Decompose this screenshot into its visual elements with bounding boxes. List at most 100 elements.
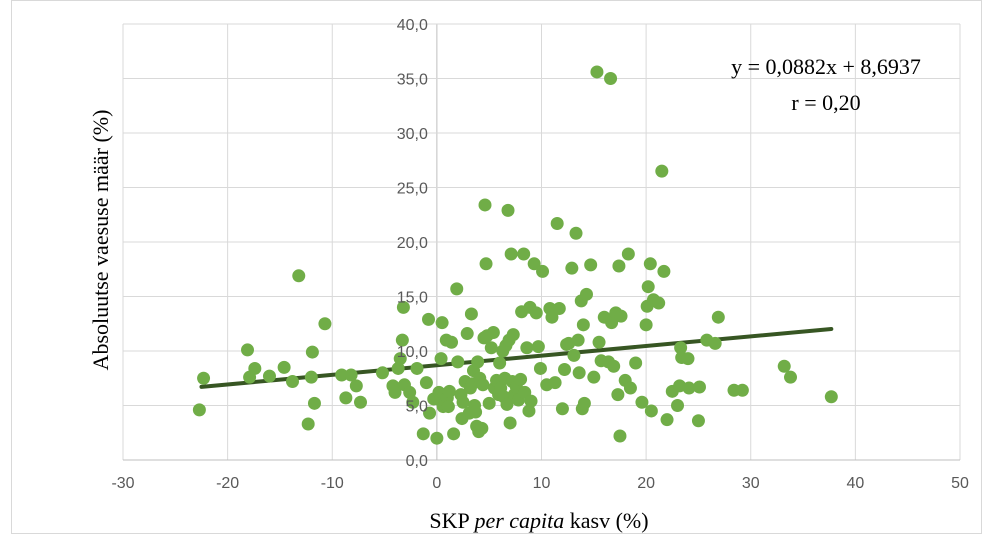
data-point xyxy=(569,226,583,240)
data-point xyxy=(192,403,206,417)
data-point xyxy=(403,385,417,399)
data-point xyxy=(248,361,262,375)
data-point xyxy=(406,395,420,409)
x-tick-label: 10 xyxy=(533,475,551,492)
y-tick-label: 15,0 xyxy=(397,290,428,307)
data-point xyxy=(735,383,749,397)
x-tick-label: -10 xyxy=(321,475,344,492)
y-axis-title: Absoluutse vaesuse määr (%) xyxy=(88,110,113,371)
data-point xyxy=(545,310,559,324)
data-point xyxy=(344,368,358,382)
data-point xyxy=(349,379,363,393)
data-point xyxy=(527,257,541,271)
data-point xyxy=(197,371,211,385)
data-point xyxy=(445,335,459,349)
data-point xyxy=(777,359,791,373)
data-point xyxy=(629,356,643,370)
data-point xyxy=(607,359,621,373)
x-axis-title-suffix: kasv (%) xyxy=(564,508,648,533)
data-point xyxy=(506,328,520,342)
data-points xyxy=(192,65,838,445)
data-point xyxy=(501,203,515,217)
data-point xyxy=(447,427,461,441)
data-point xyxy=(285,375,299,389)
data-point xyxy=(639,318,653,332)
data-point xyxy=(484,341,498,355)
y-tick-label: 30,0 xyxy=(397,126,428,143)
data-point xyxy=(612,259,626,273)
data-point xyxy=(441,400,455,414)
data-point xyxy=(422,312,436,326)
data-point xyxy=(435,316,449,330)
x-tick-label: 20 xyxy=(637,475,655,492)
data-point xyxy=(493,356,507,370)
data-point xyxy=(335,368,349,382)
data-point xyxy=(590,65,604,79)
x-axis-title-italic: per capita xyxy=(472,508,564,533)
chart-area-border xyxy=(11,0,982,534)
data-point xyxy=(450,282,464,296)
data-point xyxy=(576,318,590,332)
data-point xyxy=(533,361,547,375)
data-point xyxy=(524,394,538,408)
data-point xyxy=(318,317,332,331)
x-tick-label: 0 xyxy=(432,475,441,492)
data-point xyxy=(410,361,424,375)
data-point xyxy=(375,366,389,380)
data-point xyxy=(353,395,367,409)
data-point xyxy=(558,363,572,377)
data-point xyxy=(469,405,483,419)
y-tick-label: 35,0 xyxy=(397,72,428,89)
data-point xyxy=(430,431,444,445)
data-point xyxy=(605,316,619,330)
data-point xyxy=(304,370,318,384)
data-point xyxy=(471,355,485,369)
data-point xyxy=(652,296,666,310)
data-point xyxy=(500,397,514,411)
data-point xyxy=(644,404,658,418)
data-point xyxy=(824,390,838,404)
data-point xyxy=(442,384,456,398)
data-point xyxy=(504,247,518,261)
data-point xyxy=(711,310,725,324)
data-point xyxy=(655,164,669,178)
x-tick-label: -30 xyxy=(111,475,134,492)
data-point xyxy=(531,340,545,354)
data-point xyxy=(550,216,564,230)
x-axis-ticks: -30 -20 -10 0 10 20 30 40 50 xyxy=(111,475,969,492)
data-point xyxy=(536,264,550,278)
data-point xyxy=(613,429,627,443)
data-point xyxy=(339,391,353,405)
data-point xyxy=(579,287,593,301)
data-point xyxy=(592,335,606,349)
data-point xyxy=(784,370,798,384)
data-point xyxy=(517,247,531,261)
data-point xyxy=(262,369,276,383)
x-axis-title: SKP per capita kasv (%) xyxy=(429,508,648,533)
data-point xyxy=(464,307,478,321)
data-point xyxy=(307,396,321,410)
correlation-label: r = 0,20 xyxy=(791,90,860,115)
data-point xyxy=(396,300,410,314)
data-point xyxy=(623,381,637,395)
data-point xyxy=(241,343,255,357)
data-point xyxy=(611,388,625,402)
data-point xyxy=(479,257,493,271)
data-point xyxy=(572,366,586,380)
data-point xyxy=(660,413,674,427)
y-tick-label: 0,0 xyxy=(406,453,428,470)
data-point xyxy=(388,385,402,399)
data-point xyxy=(460,327,474,341)
data-point xyxy=(548,376,562,390)
data-point xyxy=(277,360,291,374)
data-point xyxy=(305,345,319,359)
data-point xyxy=(587,370,601,384)
data-point xyxy=(692,380,706,394)
data-point xyxy=(657,264,671,278)
trendline-equation: y = 0,0882x + 8,6937 xyxy=(731,54,921,79)
data-point xyxy=(486,325,500,339)
data-point xyxy=(503,416,517,430)
data-point xyxy=(555,402,569,416)
data-point xyxy=(671,399,685,412)
data-point xyxy=(391,361,405,375)
